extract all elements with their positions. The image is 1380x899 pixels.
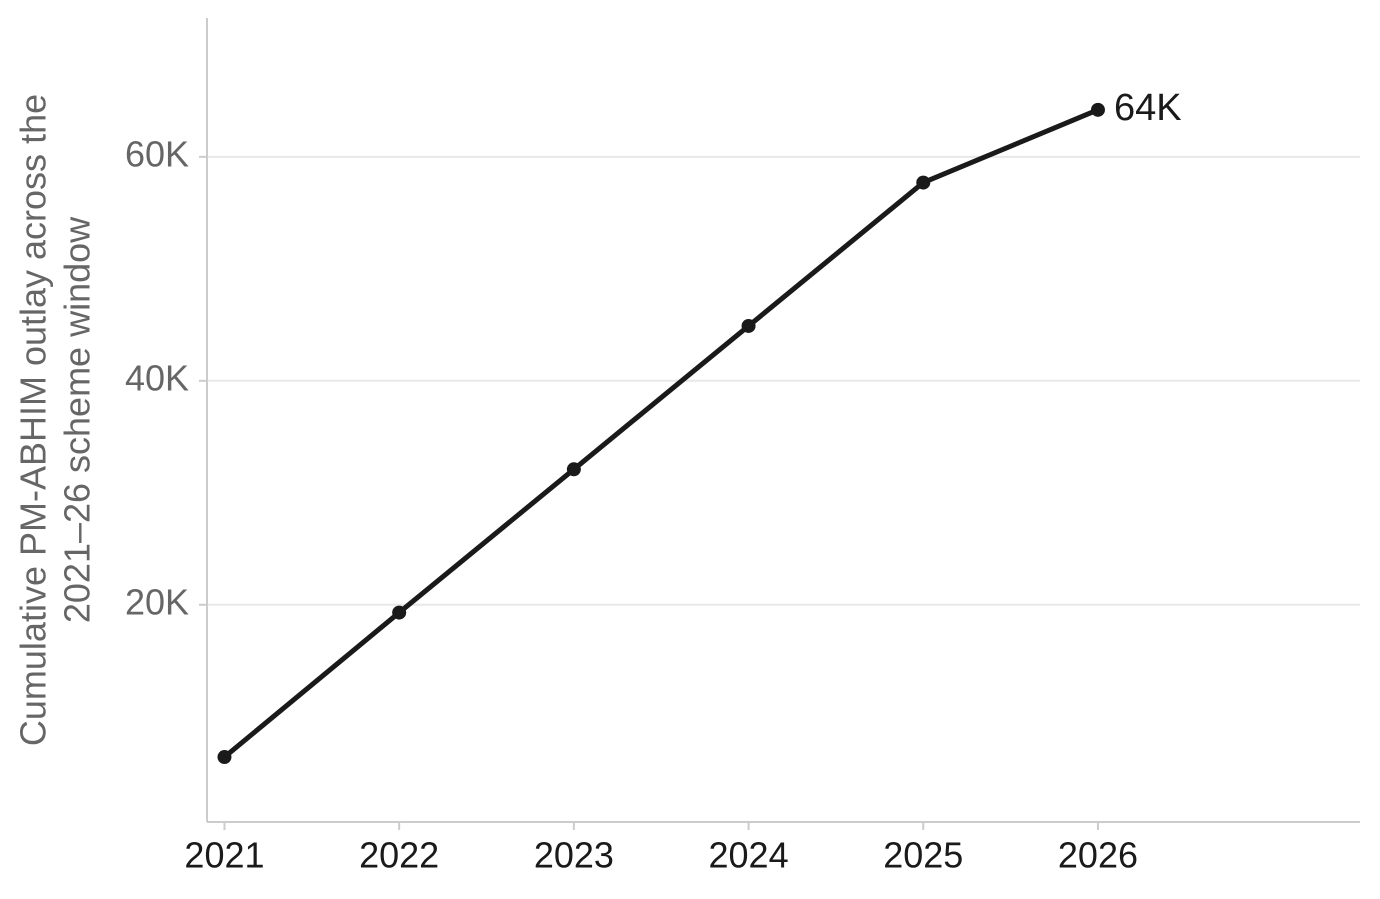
x-tick-label: 2024 bbox=[709, 835, 789, 876]
x-tick-label: 2026 bbox=[1058, 835, 1138, 876]
y-axis-label: Cumulative PM-ABHIM outlay across the bbox=[13, 94, 54, 746]
point bbox=[566, 462, 581, 477]
x-tick-label: 2025 bbox=[883, 835, 963, 876]
point bbox=[1090, 102, 1105, 117]
x-tick-label: 2022 bbox=[359, 835, 439, 876]
y-tick-label: 40K bbox=[125, 357, 189, 398]
point bbox=[741, 318, 756, 333]
point bbox=[916, 175, 931, 190]
y-tick-label: 20K bbox=[125, 581, 189, 622]
x-tick-label: 2021 bbox=[184, 835, 264, 876]
point bbox=[217, 750, 232, 765]
y-tick-label: 60K bbox=[125, 133, 189, 174]
value-label: 64K bbox=[1114, 87, 1182, 129]
line bbox=[222, 107, 1099, 759]
x-tick-label: 2023 bbox=[534, 835, 614, 876]
point bbox=[392, 605, 407, 620]
y-axis-label: 2021–26 scheme window bbox=[57, 216, 98, 623]
